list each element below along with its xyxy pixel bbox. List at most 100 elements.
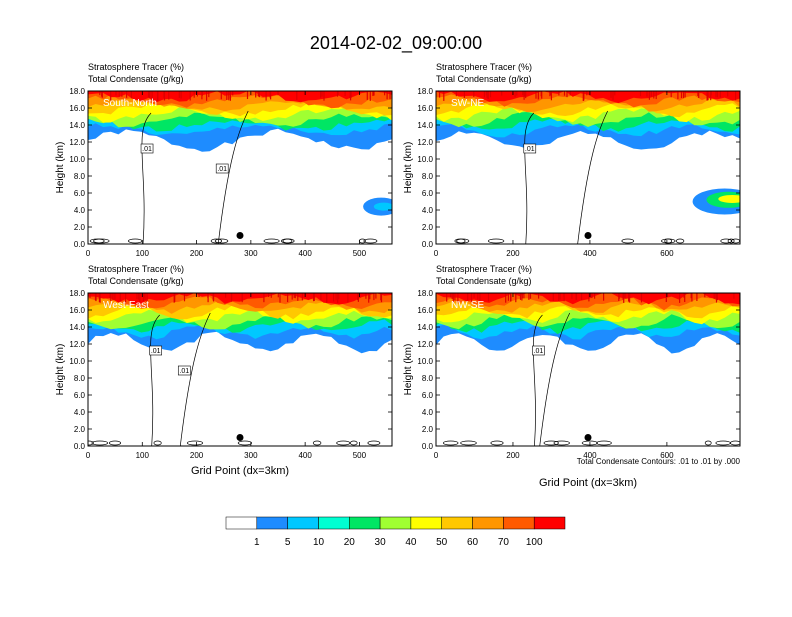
contour-line [454, 238, 466, 244]
colorbar-label: 30 [375, 537, 387, 548]
tracer-fringe [610, 91, 612, 98]
y-tick-label: 2.0 [422, 223, 434, 232]
tracer-fringe [232, 91, 234, 96]
y-tick-label: 4.0 [74, 408, 86, 417]
tracer-fringe [439, 91, 441, 98]
tracer-fringe [690, 293, 692, 299]
x-tick-label: 0 [86, 249, 91, 258]
tracer-fringe [733, 293, 735, 299]
location-marker [584, 434, 592, 441]
tracer-fringe [313, 293, 315, 301]
tracer-fringe [369, 293, 371, 300]
tracer-fringe [715, 293, 718, 303]
tracer-fringe [226, 91, 228, 100]
y-tick-label: 16.0 [417, 306, 433, 315]
tracer-fringe [727, 91, 729, 97]
tracer-fringe [594, 293, 596, 299]
x-tick-label: 200 [506, 249, 520, 258]
tracer-fringe [473, 91, 475, 98]
contour-label: .01 [151, 348, 161, 355]
x-tick-label: 600 [660, 249, 674, 258]
tracer-field [436, 91, 740, 215]
tracer-blob [718, 194, 740, 203]
y-tick-label: 18.0 [417, 289, 433, 298]
tracer-fringe [715, 91, 717, 98]
tracer-fringe [189, 91, 191, 101]
tracer-fringe [529, 293, 532, 299]
contour-line [263, 238, 280, 244]
tracer-fringe [665, 293, 667, 302]
plot-frame [435, 292, 741, 447]
y-tick-label: 16.0 [69, 306, 85, 315]
tracer-fringe [479, 293, 481, 302]
tracer-fringe [263, 293, 265, 303]
y-tick-label: 6.0 [74, 189, 86, 198]
contour-label-box [177, 365, 191, 376]
x-tick-label: 200 [190, 451, 204, 460]
tracer-fringe [183, 293, 186, 302]
y-tick-label: 6.0 [74, 391, 86, 400]
y-tick-label: 0.0 [422, 442, 434, 451]
tracer-fringe [646, 91, 648, 97]
y-tick-label: 10.0 [417, 357, 433, 366]
tracer-fringe [719, 91, 721, 98]
tracer-fringe [265, 91, 267, 101]
condensate-contours [442, 312, 740, 446]
contour-line [350, 440, 358, 446]
x-tick-label: 0 [86, 451, 91, 460]
panel-label: SW-NE [451, 98, 484, 109]
y-axis-label: Height (km) [403, 142, 414, 194]
condensate-contours [89, 110, 378, 244]
tracer-fringe [541, 91, 543, 99]
tracer-fringe [213, 293, 215, 302]
colorbar-swatch [410, 516, 442, 530]
tracer-fringe [735, 91, 737, 101]
tracer-fringe [485, 91, 487, 96]
tracer-fringe [640, 293, 643, 303]
contour-line [91, 440, 109, 446]
tracer-fringe [291, 293, 293, 300]
tracer-fringe [515, 293, 517, 303]
x-tick-label: 600 [660, 451, 674, 460]
tracer-fringe [583, 91, 585, 99]
x-tick-label: 500 [353, 249, 367, 258]
tracer-fringe [99, 293, 101, 303]
tracer-fringe [114, 293, 116, 300]
contour-line [553, 440, 570, 446]
tracer-fringe [629, 293, 631, 303]
panel-title-line2: Total Condensate (g/kg) [436, 74, 532, 84]
tracer-fringe [535, 91, 537, 99]
panel-title-line2: Total Condensate (g/kg) [88, 74, 184, 84]
tracer-fringe [563, 293, 565, 297]
tracer-fringe [483, 91, 485, 98]
tracer-fringe [297, 293, 299, 301]
tracer-fringe [455, 91, 457, 97]
tracer-fringe [326, 293, 328, 303]
y-tick-label: 4.0 [422, 206, 434, 215]
contour-line [281, 238, 293, 244]
condensate-contours [88, 312, 381, 446]
tracer-fringe [320, 91, 322, 98]
contour-label-box [140, 143, 154, 154]
panel-label: NW-SE [451, 300, 484, 311]
tracer-fringe [337, 91, 339, 96]
contour-label-box [215, 163, 229, 174]
tracer-fringe [255, 91, 257, 98]
tracer-fringe [549, 91, 551, 96]
contour-line [89, 238, 105, 244]
x-axis-label: Grid Point (dx=3km) [539, 477, 637, 489]
y-tick-label: 18.0 [69, 289, 85, 298]
tracer-fringe [575, 293, 577, 301]
tracer-fringe [143, 293, 145, 298]
tracer-fringe [698, 91, 700, 98]
tracer-fringe [313, 293, 315, 302]
tracer-fringe [522, 91, 524, 96]
tracer-fringe [614, 91, 616, 96]
tracer-fringe [98, 293, 100, 303]
colorbar-label: 50 [436, 537, 448, 548]
contour-label: .01 [179, 368, 189, 375]
tracer-band [88, 293, 392, 305]
tracer-fringe [201, 91, 203, 100]
contour-line [214, 238, 229, 244]
